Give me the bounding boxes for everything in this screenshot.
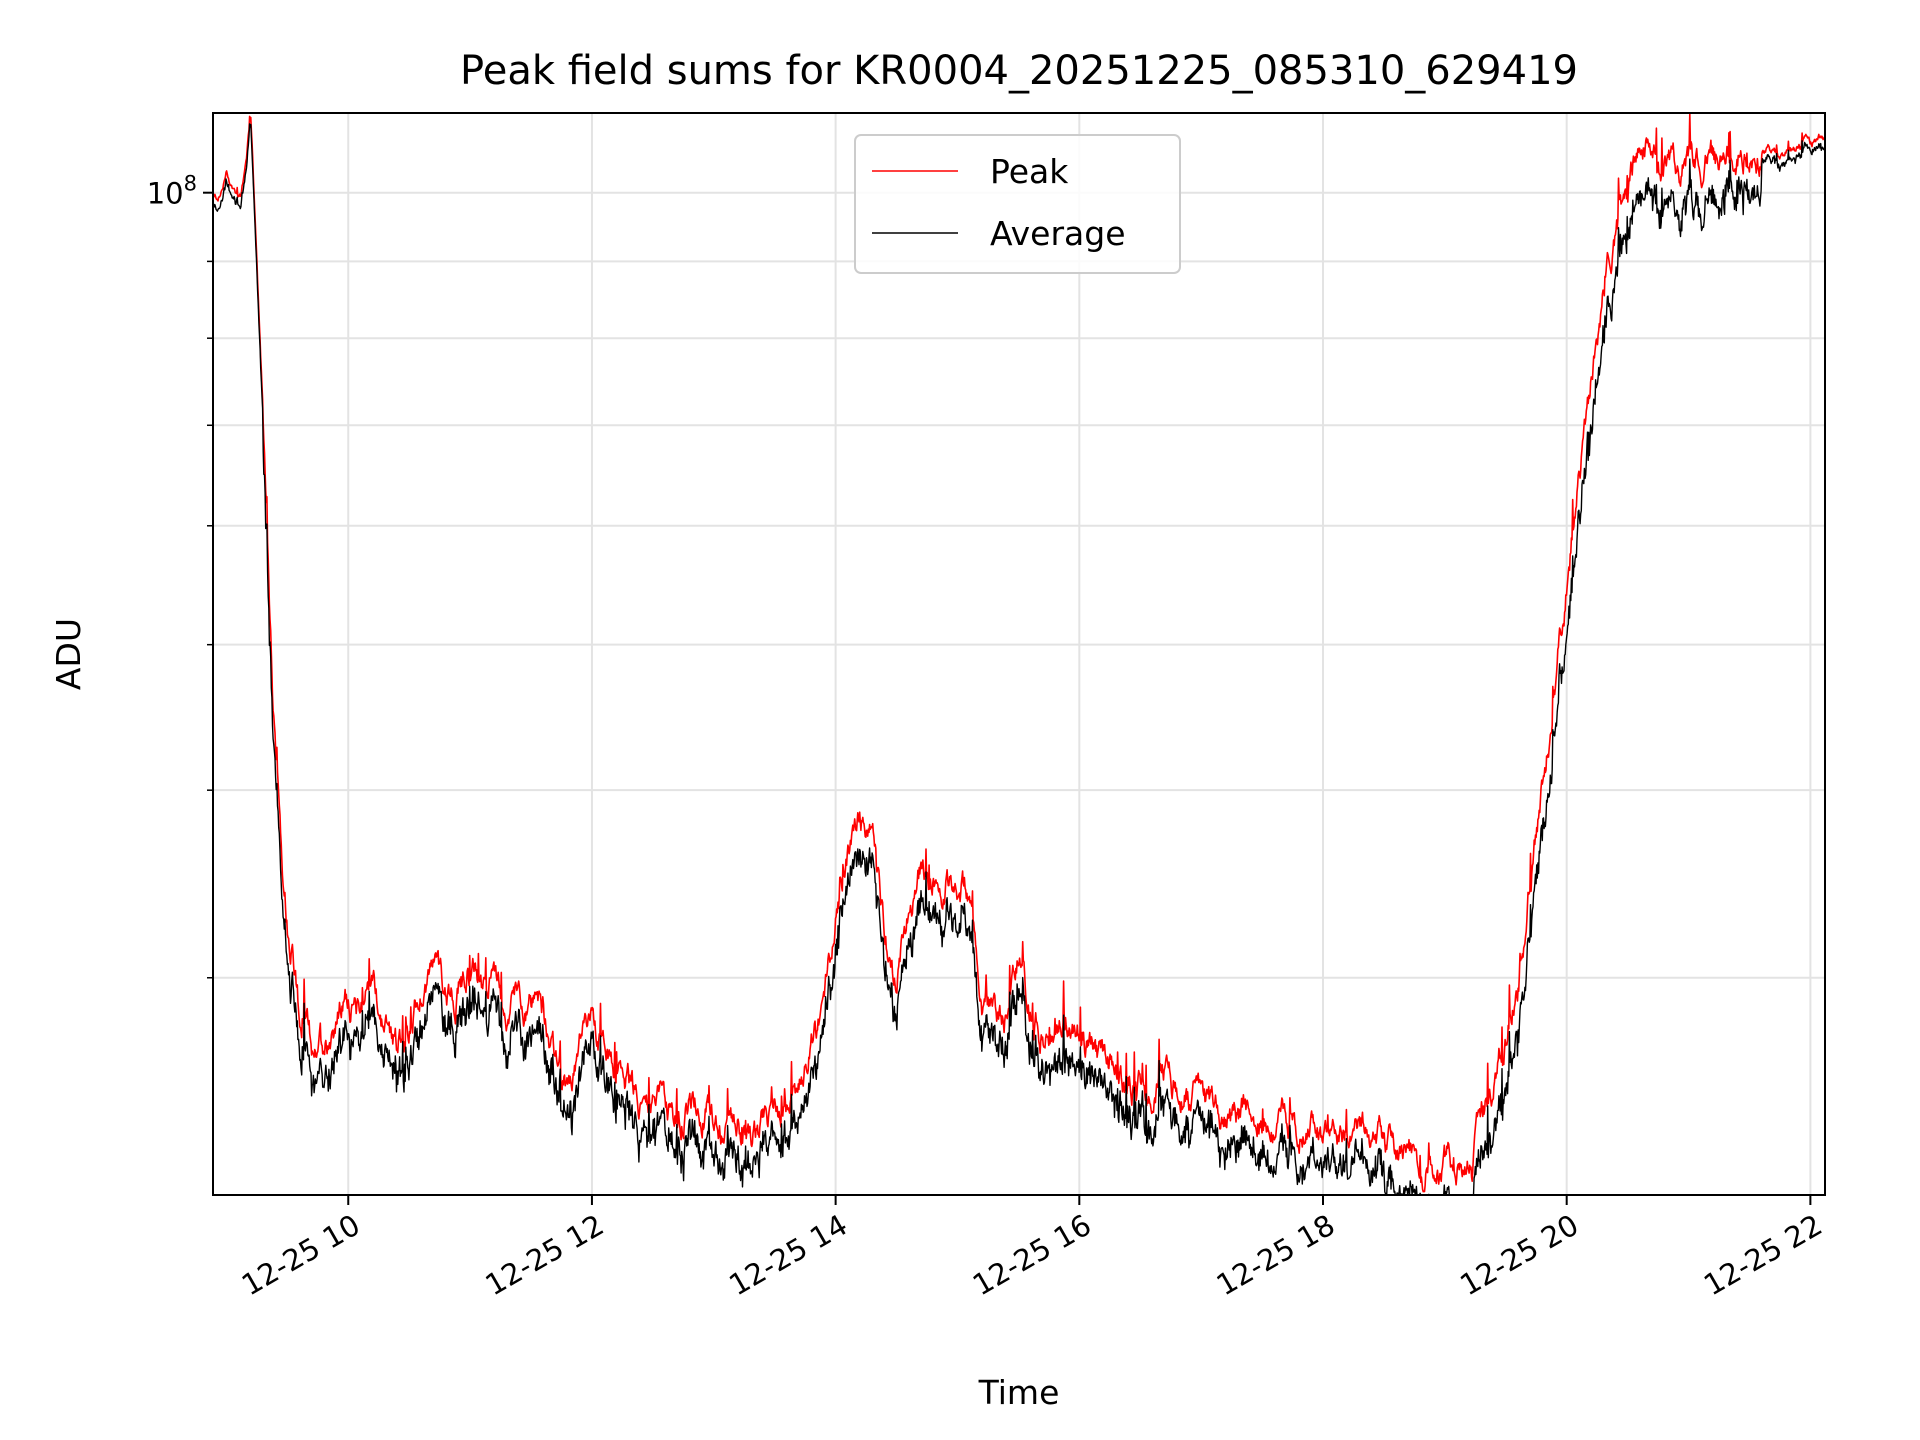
legend: Peak Average [854, 134, 1181, 274]
x-axis-label: Time [978, 1373, 1060, 1412]
plot-frame [212, 112, 1826, 1196]
legend-peak-label: Peak [990, 152, 1069, 191]
series-line-peak [212, 112, 1826, 1193]
chart-title: Peak field sums for KR0004_20251225_0853… [460, 48, 1578, 94]
series-line-average [212, 123, 1826, 1196]
legend-box [854, 134, 1181, 274]
y-tick-label: 108 [147, 172, 197, 211]
y-axis-ticks: 108 [147, 172, 213, 979]
legend-average-label: Average [990, 214, 1126, 253]
y-axis-label: ADU [49, 618, 88, 690]
series-layer [212, 112, 1826, 1196]
